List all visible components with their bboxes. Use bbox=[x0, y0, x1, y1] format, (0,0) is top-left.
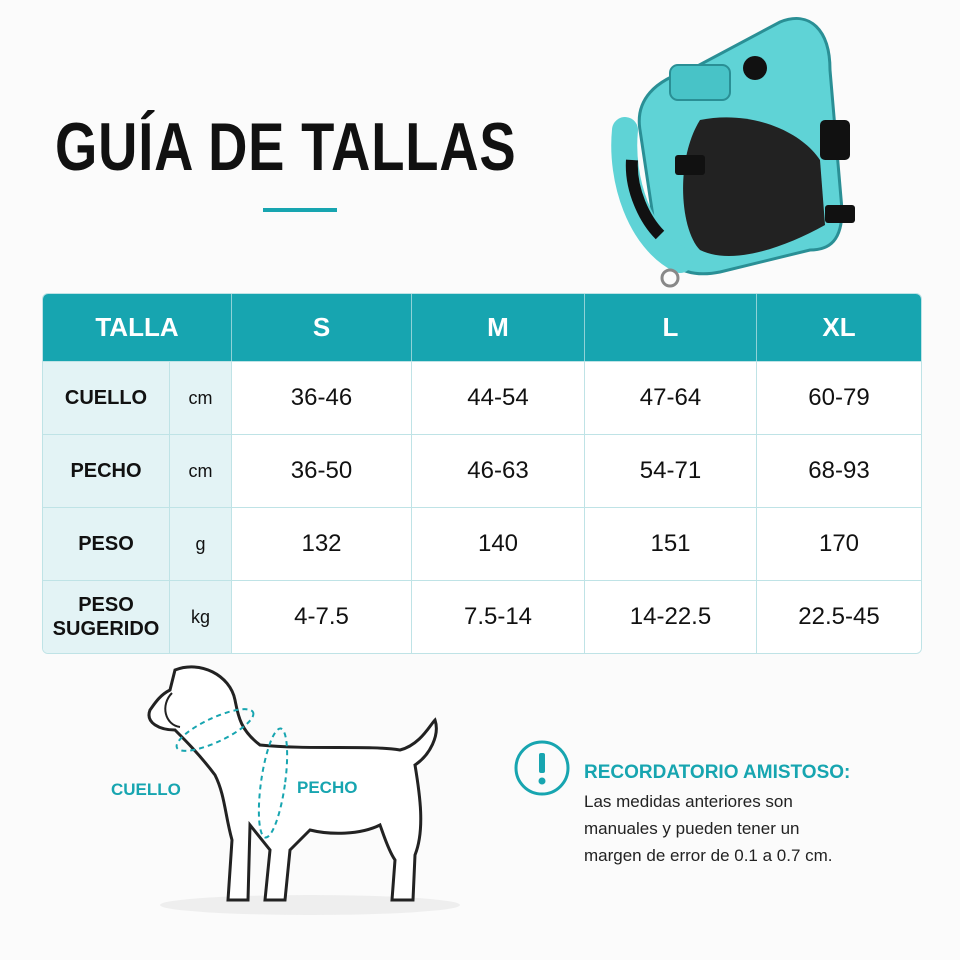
table-row: PESO SUGERIDO kg 4-7.5 7.5-14 14-22.5 22.5-45 bbox=[43, 580, 921, 653]
table-row: PECHO cm 36-50 46-63 54-71 68-93 bbox=[43, 434, 921, 507]
value-cell: 68-93 bbox=[756, 434, 921, 507]
header-cell: XL bbox=[756, 294, 921, 361]
value-cell: 47-64 bbox=[584, 361, 756, 434]
row-unit: cm bbox=[169, 361, 231, 434]
value-cell: 4-7.5 bbox=[231, 580, 411, 653]
value-cell: 140 bbox=[411, 507, 584, 580]
alert-icon bbox=[514, 740, 570, 796]
note-line: Las medidas anteriores son bbox=[584, 792, 793, 811]
table-row: PESO g 132 140 151 170 bbox=[43, 507, 921, 580]
row-label: PESO bbox=[43, 507, 169, 580]
table-row: CUELLO cm 36-46 44-54 47-64 60-79 bbox=[43, 361, 921, 434]
value-cell: 22.5-45 bbox=[756, 580, 921, 653]
header-cell: TALLA bbox=[43, 294, 231, 361]
value-cell: 36-50 bbox=[231, 434, 411, 507]
row-label: CUELLO bbox=[43, 361, 169, 434]
value-cell: 60-79 bbox=[756, 361, 921, 434]
note-line: margen de error de 0.1 a 0.7 cm. bbox=[584, 846, 833, 865]
dog-illustration bbox=[147, 665, 460, 915]
neck-label: CUELLO bbox=[111, 780, 181, 799]
header-cell: M bbox=[411, 294, 584, 361]
header-cell: S bbox=[231, 294, 411, 361]
row-unit: kg bbox=[169, 580, 231, 653]
note-line: manuales y pueden tener un bbox=[584, 819, 800, 838]
size-table: TALLA S M L XL CUELLO cm 36-46 44-54 47-64 60-79 P… bbox=[42, 293, 922, 654]
value-cell: 54-71 bbox=[584, 434, 756, 507]
value-cell: 151 bbox=[584, 507, 756, 580]
row-label: PESO SUGERIDO bbox=[43, 580, 169, 653]
value-cell: 46-63 bbox=[411, 434, 584, 507]
title-underline bbox=[263, 208, 337, 212]
row-unit: cm bbox=[169, 434, 231, 507]
chest-label: PECHO bbox=[297, 778, 358, 797]
value-cell: 36-46 bbox=[231, 361, 411, 434]
row-label: PECHO bbox=[43, 434, 169, 507]
harness-image bbox=[611, 17, 855, 288]
title: GUÍA DE TALLAS bbox=[55, 109, 517, 185]
note-title: RECORDATORIO AMISTOSO: bbox=[584, 762, 851, 783]
value-cell: 7.5-14 bbox=[411, 580, 584, 653]
value-cell: 170 bbox=[756, 507, 921, 580]
value-cell: 44-54 bbox=[411, 361, 584, 434]
header-cell: L bbox=[584, 294, 756, 361]
value-cell: 14-22.5 bbox=[584, 580, 756, 653]
row-unit: g bbox=[169, 507, 231, 580]
value-cell: 132 bbox=[231, 507, 411, 580]
